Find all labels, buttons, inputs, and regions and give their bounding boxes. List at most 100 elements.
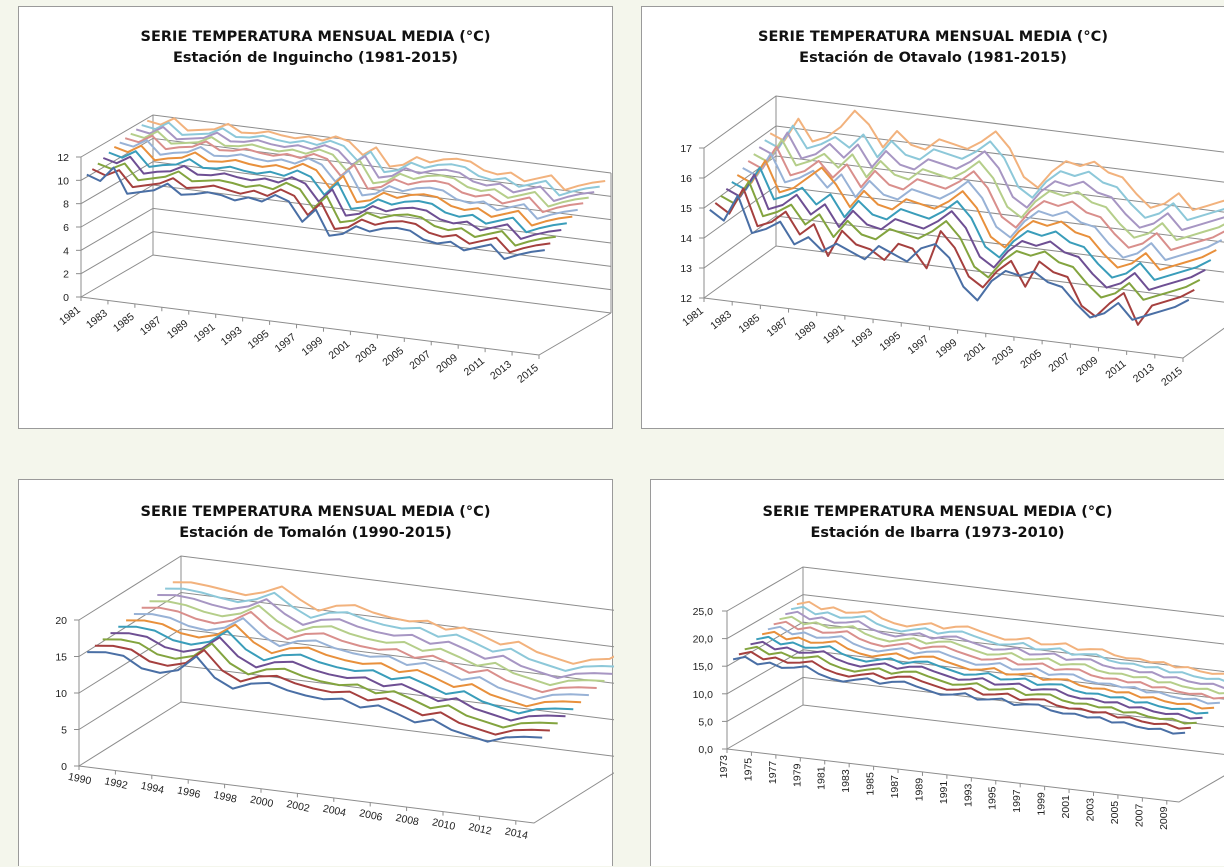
series-line-6 — [737, 161, 1216, 270]
x-tick-label: 1993 — [849, 326, 875, 350]
gridline — [704, 246, 1224, 306]
x-tick-label: 2001 — [962, 340, 988, 364]
x-tick-label: 1999 — [1036, 792, 1048, 816]
x-tick-label: 2005 — [380, 345, 406, 369]
y-tick-label: 15 — [680, 203, 692, 215]
gridline — [79, 556, 614, 620]
y-tick-label: 15 — [55, 652, 67, 664]
y-tick-label: 6 — [63, 222, 69, 234]
x-tick-label: 2013 — [488, 358, 514, 382]
y-tick-label: 16 — [680, 173, 692, 185]
y-tick-label: 12 — [680, 293, 692, 305]
y-tick-label: 14 — [680, 233, 692, 245]
x-tick-label: 1985 — [865, 772, 877, 796]
y-tick-label: 12 — [57, 152, 69, 164]
x-tick-label: 1979 — [791, 763, 803, 787]
x-tick-label: 1992 — [103, 775, 128, 792]
x-tick-label: 2009 — [434, 352, 460, 376]
x-tick-label: 1981 — [680, 305, 706, 329]
y-tick-label: 10 — [55, 688, 67, 700]
chart-panel-otavalo: SERIE TEMPERATURA MENSUAL MEDIA (°C) Est… — [641, 6, 1224, 429]
y-tick-label: 15,0 — [693, 661, 714, 673]
x-tick-label: 1999 — [300, 335, 326, 359]
y-tick-label: 17 — [680, 143, 692, 155]
series-line-9 — [131, 131, 589, 206]
gridline — [727, 567, 1224, 620]
y-tick-label: 0 — [63, 292, 69, 304]
x-tick-label: 1983 — [708, 308, 734, 332]
x-tick-label: 2015 — [1159, 365, 1185, 389]
chart-panel-ibarra: SERIE TEMPERATURA MENSUAL MEDIA (°C) Est… — [650, 479, 1224, 866]
x-tick-label: 1993 — [219, 324, 245, 348]
x-tick-label: 2001 — [1060, 795, 1072, 819]
x-tick-label: 2012 — [467, 821, 492, 838]
series-line-12 — [173, 582, 614, 664]
x-tick-label: 1989 — [793, 319, 819, 343]
gridline — [79, 702, 614, 766]
x-tick-label: 1987 — [138, 314, 164, 338]
x-tick-label: 2005 — [1018, 347, 1044, 371]
series-line-12 — [770, 111, 1224, 210]
series-line-10 — [136, 127, 594, 201]
x-tick-label: 2003 — [990, 344, 1016, 368]
x-tick-label: 1997 — [1011, 789, 1023, 813]
x-tick-label: 1975 — [742, 758, 754, 782]
x-tick-label: 1991 — [938, 781, 950, 805]
x-tick-label: 1998 — [213, 789, 238, 806]
x-tick-label: 1993 — [962, 783, 974, 807]
y-tick-label: 4 — [63, 245, 69, 257]
gridline — [704, 186, 1224, 246]
x-tick-label: 1997 — [905, 333, 931, 357]
series-line-11 — [165, 589, 614, 671]
x-tick-label: 1997 — [273, 331, 299, 355]
gridline — [81, 208, 611, 266]
x-tick-label: 1985 — [111, 311, 137, 335]
y-tick-label: 10,0 — [693, 689, 714, 701]
x-tick-label: 2003 — [353, 341, 379, 365]
x-tick-label: 2002 — [285, 798, 310, 815]
y-tick-label: 5 — [61, 725, 67, 737]
x-tick-label: 2001 — [326, 338, 352, 362]
x-tick-label: 2006 — [358, 807, 383, 824]
x-tick-label: 2011 — [1103, 358, 1128, 381]
x-tick-label: 2003 — [1084, 798, 1096, 822]
x-tick-label: 2007 — [1133, 804, 1145, 828]
x-tick-label: 1987 — [765, 315, 791, 339]
x-tick-label: 1983 — [84, 307, 110, 331]
chart-panel-tomalon: SERIE TEMPERATURA MENSUAL MEDIA (°C) Est… — [18, 479, 613, 866]
y-tick-label: 8 — [63, 199, 69, 211]
x-tick-label: 1987 — [889, 775, 901, 799]
x-tick-label: 1996 — [176, 784, 201, 801]
x-tick-label: 1995 — [987, 786, 999, 810]
y-tick-label: 20 — [55, 615, 67, 627]
x-tick-label: 1977 — [767, 761, 779, 785]
x-tick-label: 1990 — [67, 771, 92, 788]
x-tick-label: 1983 — [840, 769, 852, 793]
x-tick-label: 2009 — [1075, 354, 1101, 378]
y-tick-label: 0,0 — [698, 744, 713, 756]
x-tick-label: 2009 — [1158, 806, 1170, 830]
x-tick-label: 1989 — [913, 778, 925, 802]
x-tick-label: 2007 — [1046, 351, 1072, 375]
x-tick-label: 2015 — [515, 362, 541, 386]
gridline — [727, 705, 1224, 758]
series-line-8 — [748, 147, 1224, 250]
x-tick-label: 1995 — [246, 328, 272, 352]
x-tick-label: 1994 — [140, 780, 165, 797]
gridline — [79, 666, 614, 730]
x-tick-label: 1985 — [736, 312, 762, 336]
y-tick-label: 13 — [680, 263, 692, 275]
chart-panel-inguincho: SERIE TEMPERATURA MENSUAL MEDIA (°C) Est… — [18, 6, 613, 429]
y-tick-label: 25,0 — [693, 606, 714, 618]
x-tick-label: 2005 — [1109, 801, 1121, 825]
x-tick-label: 2008 — [395, 812, 420, 829]
x-tick-label: 2004 — [322, 803, 347, 820]
x-tick-label: 2007 — [407, 348, 433, 372]
x-tick-label: 2014 — [504, 825, 529, 842]
y-tick-label: 10 — [57, 175, 69, 187]
x-tick-label: 1999 — [934, 337, 960, 361]
